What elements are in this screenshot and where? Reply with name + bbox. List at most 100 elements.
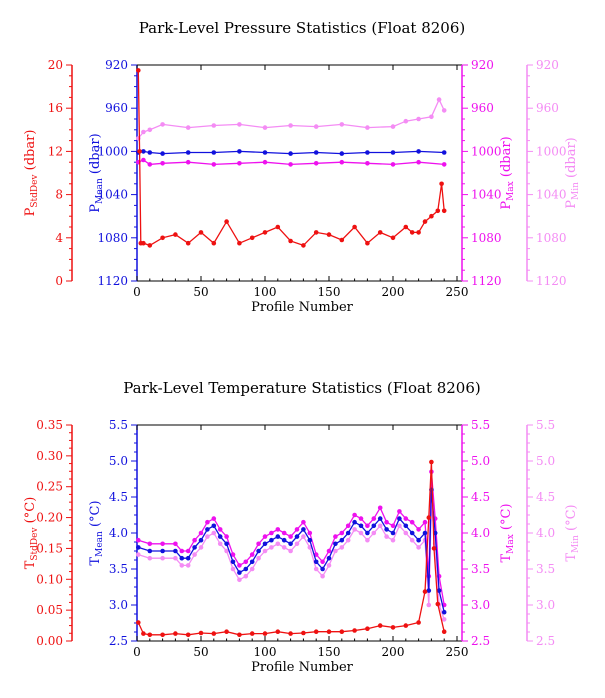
max-point-0-5 <box>211 162 217 167</box>
mean-point-1-41 <box>416 537 421 543</box>
max-point-1-19 <box>275 527 281 532</box>
min-point-1-6 <box>192 552 197 557</box>
min-point-1-9 <box>211 530 217 536</box>
max-point-1-13 <box>237 563 242 568</box>
min-point-0-16 <box>436 97 442 102</box>
max-axis-label-1: TMax (°C) <box>499 503 516 562</box>
mean-point-1-5 <box>185 555 191 561</box>
min-point-1-4 <box>179 563 185 568</box>
mean-tick-label-0-0: 1120 <box>97 274 128 288</box>
min-point-1-30 <box>345 537 351 543</box>
max-point-1-38 <box>397 509 402 514</box>
stddev-point-0-18 <box>326 232 332 237</box>
min-axis-label-1: TMin (°C) <box>564 504 581 561</box>
min-point-1-12 <box>230 566 236 572</box>
stddev-point-0-23 <box>390 235 396 241</box>
stddev-point-1-12 <box>275 629 281 634</box>
max-point-1-33 <box>365 523 370 529</box>
stddev-point-1-8 <box>224 629 229 634</box>
mean-point-1-32 <box>358 523 364 529</box>
mean-point-1-1 <box>147 548 153 554</box>
mean-point-0-14 <box>441 150 447 155</box>
min-tick-label-0-0: 1120 <box>536 274 567 288</box>
max-point-0-1 <box>141 157 146 163</box>
max-point-1-23 <box>301 519 306 525</box>
x-tick-label-1-2: 100 <box>254 645 277 659</box>
max-point-1-37 <box>390 523 396 529</box>
stddev-point-1-15 <box>313 629 319 634</box>
mean-point-1-6 <box>192 545 197 550</box>
max-point-1-20 <box>281 530 287 536</box>
x-tick-label-0-2: 100 <box>254 285 277 299</box>
min-tick-label-0-4: 960 <box>536 101 559 115</box>
mean-point-1-30 <box>345 530 351 536</box>
stddev-point-0-8 <box>198 230 204 235</box>
max-tick-label-1-0: 2.5 <box>471 634 490 648</box>
stddev-point-1-21 <box>390 625 396 630</box>
stddev-point-0-20 <box>352 224 357 230</box>
max-point-1-42 <box>422 519 428 525</box>
stddev-tick-label-0-5: 20 <box>48 58 63 72</box>
min-series-line-0 <box>137 98 445 139</box>
max-point-1-30 <box>345 523 351 529</box>
mean-point-0-12 <box>390 150 396 155</box>
max-point-0-3 <box>160 161 165 166</box>
mean-point-0-4 <box>185 150 191 155</box>
min-point-0-12 <box>390 124 396 129</box>
min-point-1-37 <box>390 537 396 543</box>
stddev-point-0-24 <box>403 224 409 230</box>
stddev-point-1-24 <box>422 589 428 594</box>
mean-point-1-0 <box>136 545 141 550</box>
min-tick-label-0-5: 920 <box>536 58 559 72</box>
mean-point-1-34 <box>371 523 377 529</box>
stddev-point-1-5 <box>185 632 191 638</box>
stddev-point-0-16 <box>301 243 306 248</box>
stddev-point-1-10 <box>249 631 255 636</box>
stddev-point-0-7 <box>185 240 191 246</box>
min-point-0-17 <box>441 108 447 113</box>
mean-point-1-18 <box>269 537 274 543</box>
x-tick-label-0-3: 150 <box>318 285 341 299</box>
min-point-1-27 <box>326 563 332 568</box>
stddev-point-1-2 <box>147 632 153 638</box>
min-point-1-18 <box>269 545 274 550</box>
stddev-point-0-26 <box>416 230 421 235</box>
x-tick-label-1-5: 250 <box>446 645 469 659</box>
max-point-1-16 <box>256 541 261 547</box>
mean-point-1-9 <box>211 523 217 529</box>
mean-axis-label-0: PMean (dbar) <box>88 133 105 212</box>
min-point-0-9 <box>313 124 319 129</box>
max-point-1-14 <box>243 559 249 565</box>
mean-tick-label-1-3: 4.0 <box>109 526 128 540</box>
stddev-point-0-4 <box>147 243 153 248</box>
max-point-0-7 <box>262 159 268 165</box>
stddev-tick-label-0-0: 0 <box>55 274 63 288</box>
min-point-1-14 <box>243 573 249 579</box>
stddev-tick-label-1-5: 0.25 <box>36 480 63 494</box>
mean-point-1-3 <box>173 548 178 554</box>
min-point-1-16 <box>256 555 261 561</box>
stddev-tick-label-1-1: 0.05 <box>36 603 63 617</box>
min-point-1-7 <box>198 545 204 550</box>
stddev-tick-label-1-4: 0.20 <box>36 511 63 525</box>
stddev-point-1-4 <box>173 631 178 636</box>
stddev-series-line-0 <box>137 70 445 247</box>
mean-point-0-5 <box>211 150 217 155</box>
stddev-tick-label-0-2: 8 <box>55 188 63 202</box>
max-point-1-15 <box>249 552 255 557</box>
stddev-axis-label-0: PStdDev (dbar) <box>23 130 40 217</box>
min-point-0-8 <box>288 123 293 128</box>
mean-point-1-43 <box>426 588 432 593</box>
stddev-point-1-1 <box>141 631 146 636</box>
mean-point-1-22 <box>294 534 300 539</box>
x-tick-label-1-1: 50 <box>193 645 208 659</box>
stddev-series-line-1 <box>137 461 445 636</box>
min-tick-label-1-5: 5.0 <box>536 454 555 468</box>
mean-point-1-47 <box>441 609 447 615</box>
mean-point-1-15 <box>249 559 255 565</box>
mean-point-1-46 <box>436 588 442 593</box>
mean-point-1-29 <box>339 537 345 543</box>
max-tick-label-1-2: 3.5 <box>471 562 490 576</box>
mean-point-1-38 <box>397 516 402 521</box>
